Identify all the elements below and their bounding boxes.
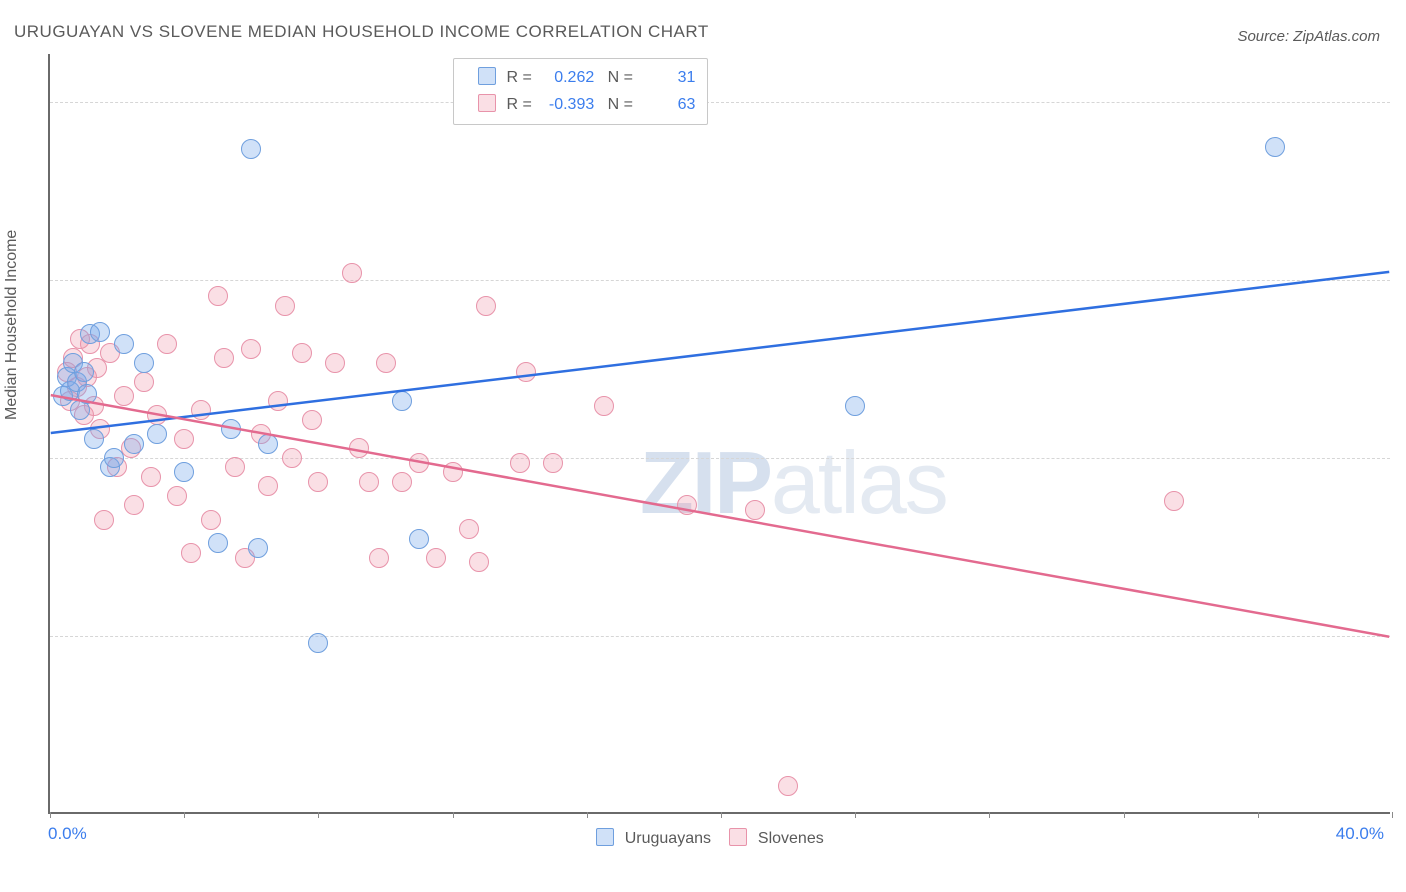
x-tick [50, 812, 51, 818]
legend-label-uruguayans: Uruguayans [625, 830, 711, 847]
x-tick [318, 812, 319, 818]
x-tick [184, 812, 185, 818]
trendline-slovenes [51, 395, 1389, 637]
x-tick [989, 812, 990, 818]
x-tick [453, 812, 454, 818]
y-tick-label: $75,000 [1398, 465, 1406, 485]
y-axis-label: Median Household Income [3, 230, 21, 420]
x-tick [587, 812, 588, 818]
series-legend: Uruguayans Slovenes [0, 828, 1406, 848]
swatch-slovenes-icon [478, 94, 496, 112]
y-tick-label: $112,500 [1398, 287, 1406, 307]
legend-label-slovenes: Slovenes [758, 830, 824, 847]
swatch-slovenes-icon [729, 828, 747, 846]
stats-legend: R = 0.262 N = 31 R = -0.393 N = 63 [453, 58, 708, 125]
trendline-uruguayans [51, 272, 1389, 433]
trend-lines [50, 54, 1390, 812]
stats-row-slovenes: R = -0.393 N = 63 [464, 91, 695, 118]
x-tick [1258, 812, 1259, 818]
source-attribution: Source: ZipAtlas.com [1237, 28, 1380, 45]
chart-title: URUGUAYAN VS SLOVENE MEDIAN HOUSEHOLD IN… [14, 22, 709, 42]
x-tick [1392, 812, 1393, 818]
swatch-uruguayans-icon [596, 828, 614, 846]
plot-area: ZIPatlas $37,500$75,000$112,500$150,000 [48, 54, 1390, 814]
y-tick-label: $37,500 [1398, 643, 1406, 663]
stats-row-uruguayans: R = 0.262 N = 31 [464, 64, 695, 91]
x-tick [855, 812, 856, 818]
swatch-uruguayans-icon [478, 67, 496, 85]
y-tick-label: $150,000 [1398, 109, 1406, 129]
x-tick [721, 812, 722, 818]
x-tick [1124, 812, 1125, 818]
